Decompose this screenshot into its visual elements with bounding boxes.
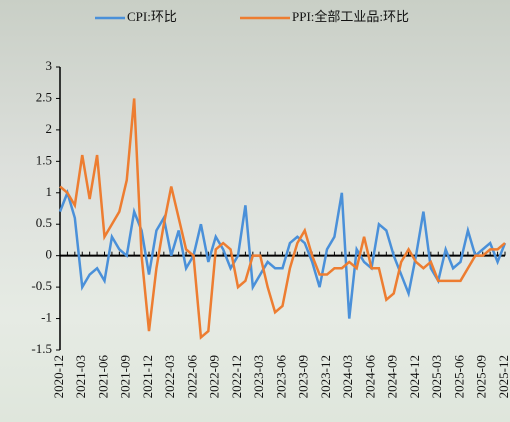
y-tick-label: -1.5: [31, 341, 52, 356]
x-tick-label: 2023-12: [318, 355, 333, 398]
x-tick-label: 2025-12: [496, 355, 510, 398]
x-tick-label: 2024-03: [340, 355, 355, 398]
y-tick-label: 3: [46, 58, 53, 73]
x-tick-label: 2020-12: [51, 355, 66, 398]
x-tick-label: 2025-09: [474, 355, 489, 398]
y-tick-label: -0.5: [31, 278, 52, 293]
x-tick-label: 2025-03: [429, 355, 444, 398]
x-tick-label: 2023-09: [296, 355, 311, 398]
y-tick-label: 2.5: [36, 89, 52, 104]
x-tick-label: 2021-03: [73, 355, 88, 398]
x-tick-label: 2024-06: [362, 355, 377, 399]
x-tick-label: 2025-06: [451, 355, 466, 399]
legend-label: CPI:环比: [127, 9, 177, 24]
x-tick-label: 2022-06: [184, 355, 199, 399]
y-tick-label: -1: [41, 310, 52, 325]
x-tick-label: 2021-06: [95, 355, 110, 399]
y-tick-label: 1.5: [36, 152, 52, 167]
legend-label: PPI:全部工业品:环比: [292, 9, 409, 24]
x-tick-label: 2022-03: [162, 355, 177, 398]
x-tick-label: 2024-12: [407, 355, 422, 398]
x-tick-label: 2023-06: [273, 355, 288, 399]
x-tick-label: 2023-03: [251, 355, 266, 398]
y-tick-label: 1: [46, 184, 53, 199]
y-tick-label: 2: [46, 121, 53, 136]
y-tick-label: 0.5: [36, 215, 52, 230]
x-tick-label: 2022-12: [229, 355, 244, 398]
x-tick-label: 2022-09: [207, 355, 222, 398]
y-tick-label: 0: [46, 247, 53, 262]
x-tick-label: 2021-09: [118, 355, 133, 398]
x-tick-label: 2021-12: [140, 355, 155, 398]
chart: 3 2.5 2 1.5 1 0.5 0 -0.5 -1 -1.52020-12 2021-03 202…: [0, 0, 510, 422]
x-tick-label: 2024-09: [385, 355, 400, 398]
